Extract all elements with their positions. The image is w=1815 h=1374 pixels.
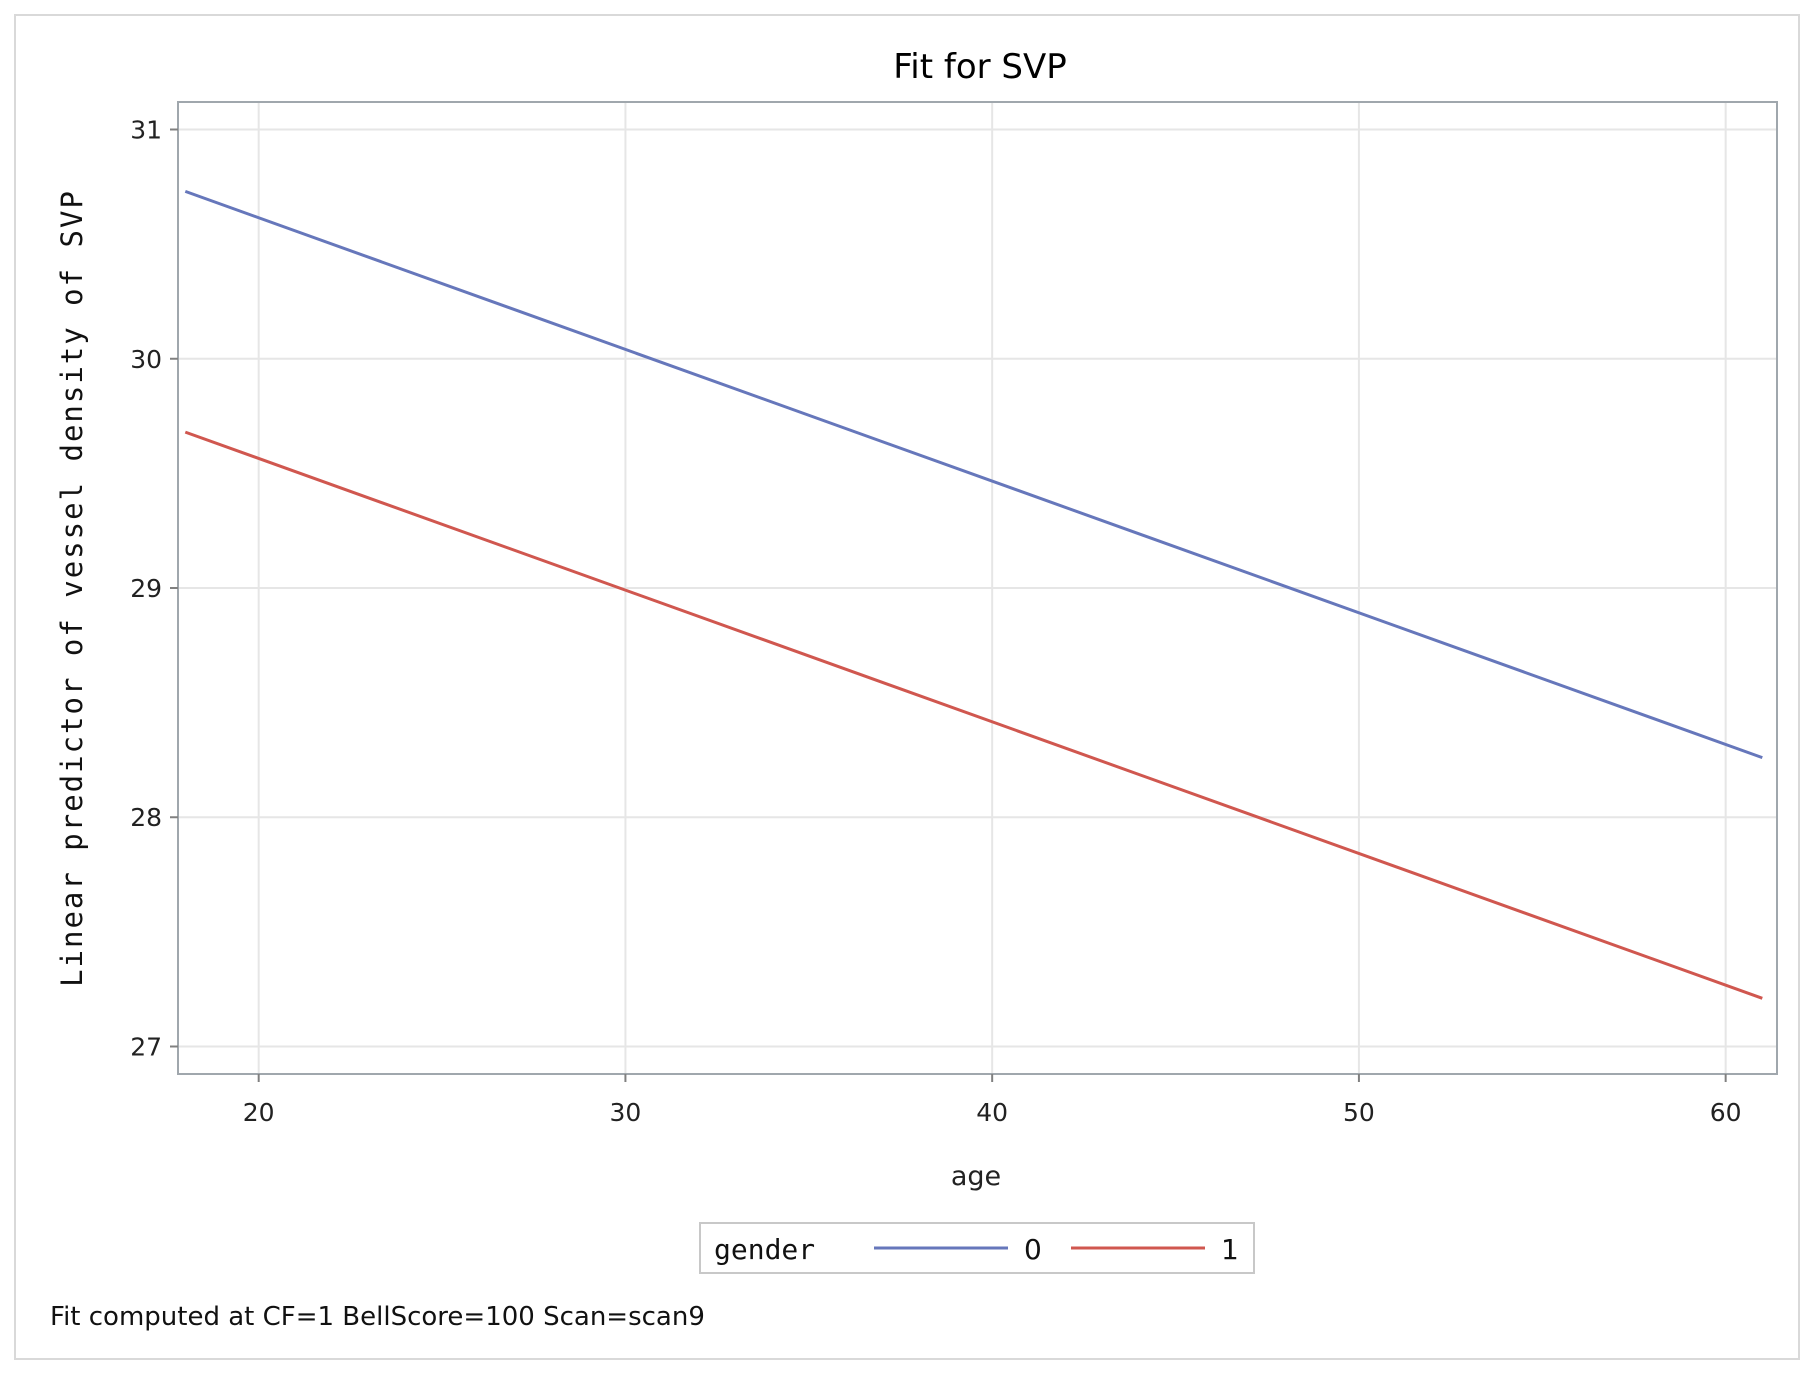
chart-title: Fit for SVP (893, 47, 1067, 87)
y-tick-label: 30 (130, 345, 162, 374)
x-tick-label: 60 (1710, 1098, 1742, 1127)
legend-title: gender (714, 1233, 815, 1266)
y-tick-label: 27 (130, 1032, 162, 1061)
legend-label-1: 1 (1221, 1233, 1239, 1266)
legend: gender 0 1 (699, 1222, 1255, 1274)
x-tick-label: 40 (976, 1098, 1008, 1127)
series-lines (184, 189, 1763, 1000)
y-tick-label: 31 (130, 116, 162, 145)
x-tick-labels: 20 30 40 50 60 (243, 1074, 1742, 1127)
y-tick-label: 28 (130, 803, 162, 832)
x-tick-label: 50 (1343, 1098, 1375, 1127)
x-axis-label: age (951, 1161, 1001, 1192)
legend-label-0: 0 (1024, 1233, 1042, 1266)
y-axis-label: Linear predictor of vessel density of SV… (55, 189, 89, 987)
footnote: Fit computed at CF=1 BellScore=100 Scan=… (50, 1302, 705, 1332)
series-line-1 (184, 430, 1763, 1000)
y-tick-label: 29 (130, 574, 162, 603)
y-tick-labels: 27 28 29 30 31 (130, 116, 178, 1061)
gridlines (178, 102, 1777, 1074)
x-tick-label: 30 (610, 1098, 642, 1127)
series-line-0 (184, 189, 1763, 760)
x-tick-label: 20 (243, 1098, 275, 1127)
